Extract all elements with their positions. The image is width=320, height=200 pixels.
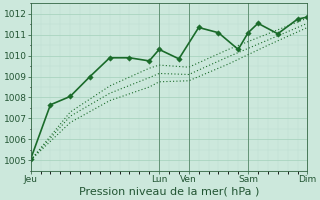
X-axis label: Pression niveau de la mer( hPa ): Pression niveau de la mer( hPa ) <box>79 187 259 197</box>
